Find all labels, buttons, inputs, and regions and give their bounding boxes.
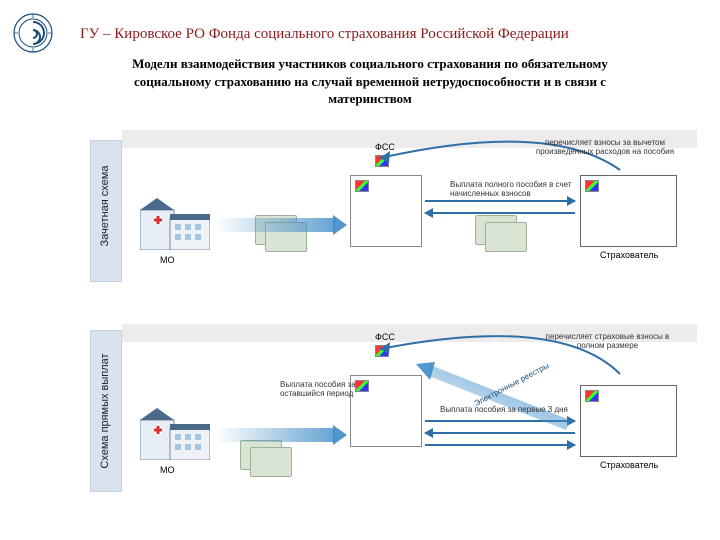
insurer-label: Страхователь bbox=[600, 250, 658, 260]
mo-label: МО bbox=[160, 255, 175, 265]
document-icon bbox=[485, 222, 527, 252]
scheme-direct: Схема прямых выплат МО ФСС Страхователь bbox=[90, 320, 700, 500]
org-logo bbox=[12, 12, 54, 54]
scheme1-label: Зачетная схема bbox=[99, 146, 111, 266]
arrow-fss-insurer bbox=[425, 200, 575, 202]
insurer-label: Страхователь bbox=[600, 460, 658, 470]
arrow-mo-fss bbox=[215, 428, 335, 442]
arrow-mo-fss bbox=[215, 218, 335, 232]
page-title: Модели взаимодействия участников социаль… bbox=[100, 55, 640, 108]
scheme2-label: Схема прямых выплат bbox=[99, 351, 111, 471]
placeholder-icon bbox=[355, 180, 369, 192]
note-top: перечисляет взносы за вычетом произведен… bbox=[530, 138, 680, 156]
note-mid: Выплата пособия за первые 3 дня bbox=[440, 405, 570, 414]
scheme-offset: Зачетная схема МО ФСС Страхователь переч… bbox=[90, 120, 700, 300]
note-top: перечисляет страховые взносы в полном ра… bbox=[535, 332, 680, 350]
hospital-icon bbox=[140, 190, 210, 250]
document-icon bbox=[250, 447, 292, 477]
arrow-insurer-fss bbox=[425, 212, 575, 214]
org-header: ГУ – Кировское РО Фонда социального стра… bbox=[80, 26, 569, 43]
note-mid: Выплата полного пособия в счет начисленн… bbox=[450, 180, 580, 198]
note-left: Выплата пособия за оставшийся период bbox=[280, 380, 380, 398]
mo-label: МО bbox=[160, 465, 175, 475]
hospital-icon bbox=[140, 400, 210, 460]
